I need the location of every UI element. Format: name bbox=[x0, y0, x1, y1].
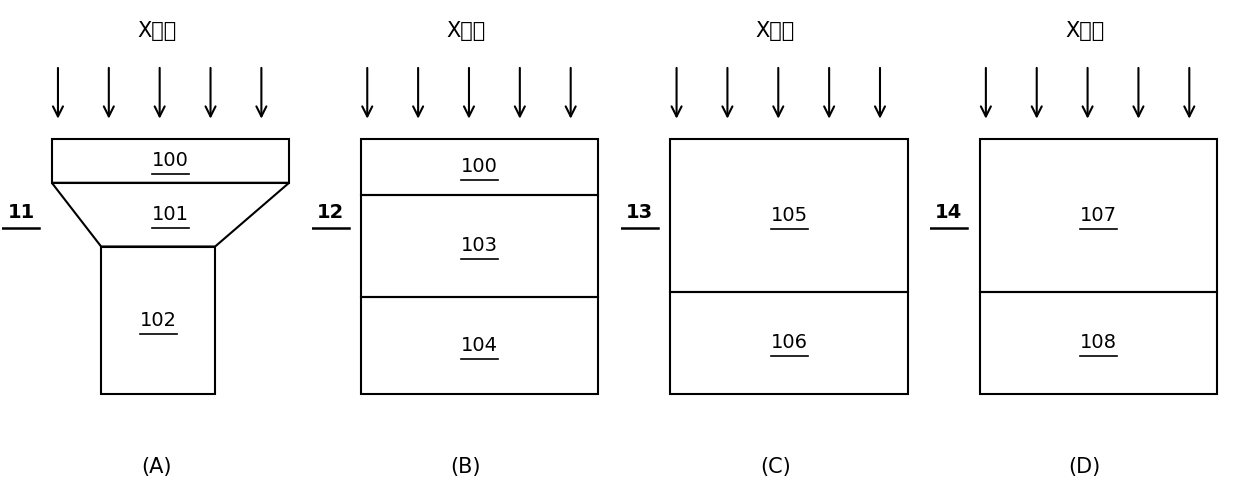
Text: 108: 108 bbox=[1080, 333, 1117, 352]
Text: 104: 104 bbox=[461, 336, 498, 354]
Text: X射线: X射线 bbox=[446, 21, 486, 41]
Text: 100: 100 bbox=[461, 157, 498, 176]
Text: 103: 103 bbox=[461, 236, 498, 255]
Text: 101: 101 bbox=[153, 205, 188, 224]
Text: 105: 105 bbox=[770, 206, 807, 225]
Text: 12: 12 bbox=[316, 203, 343, 222]
Text: 102: 102 bbox=[140, 311, 176, 329]
Text: 107: 107 bbox=[1080, 206, 1117, 225]
Text: 106: 106 bbox=[770, 333, 807, 352]
Text: (D): (D) bbox=[1069, 457, 1101, 477]
Text: X射线: X射线 bbox=[1065, 21, 1104, 41]
Text: 14: 14 bbox=[935, 203, 962, 222]
Text: (C): (C) bbox=[760, 457, 791, 477]
Text: 100: 100 bbox=[153, 151, 188, 170]
Text: 13: 13 bbox=[626, 203, 653, 222]
Text: X射线: X射线 bbox=[136, 21, 176, 41]
Text: (B): (B) bbox=[450, 457, 481, 477]
Text: X射线: X射线 bbox=[755, 21, 795, 41]
Text: 11: 11 bbox=[7, 203, 35, 222]
Text: (A): (A) bbox=[141, 457, 172, 477]
